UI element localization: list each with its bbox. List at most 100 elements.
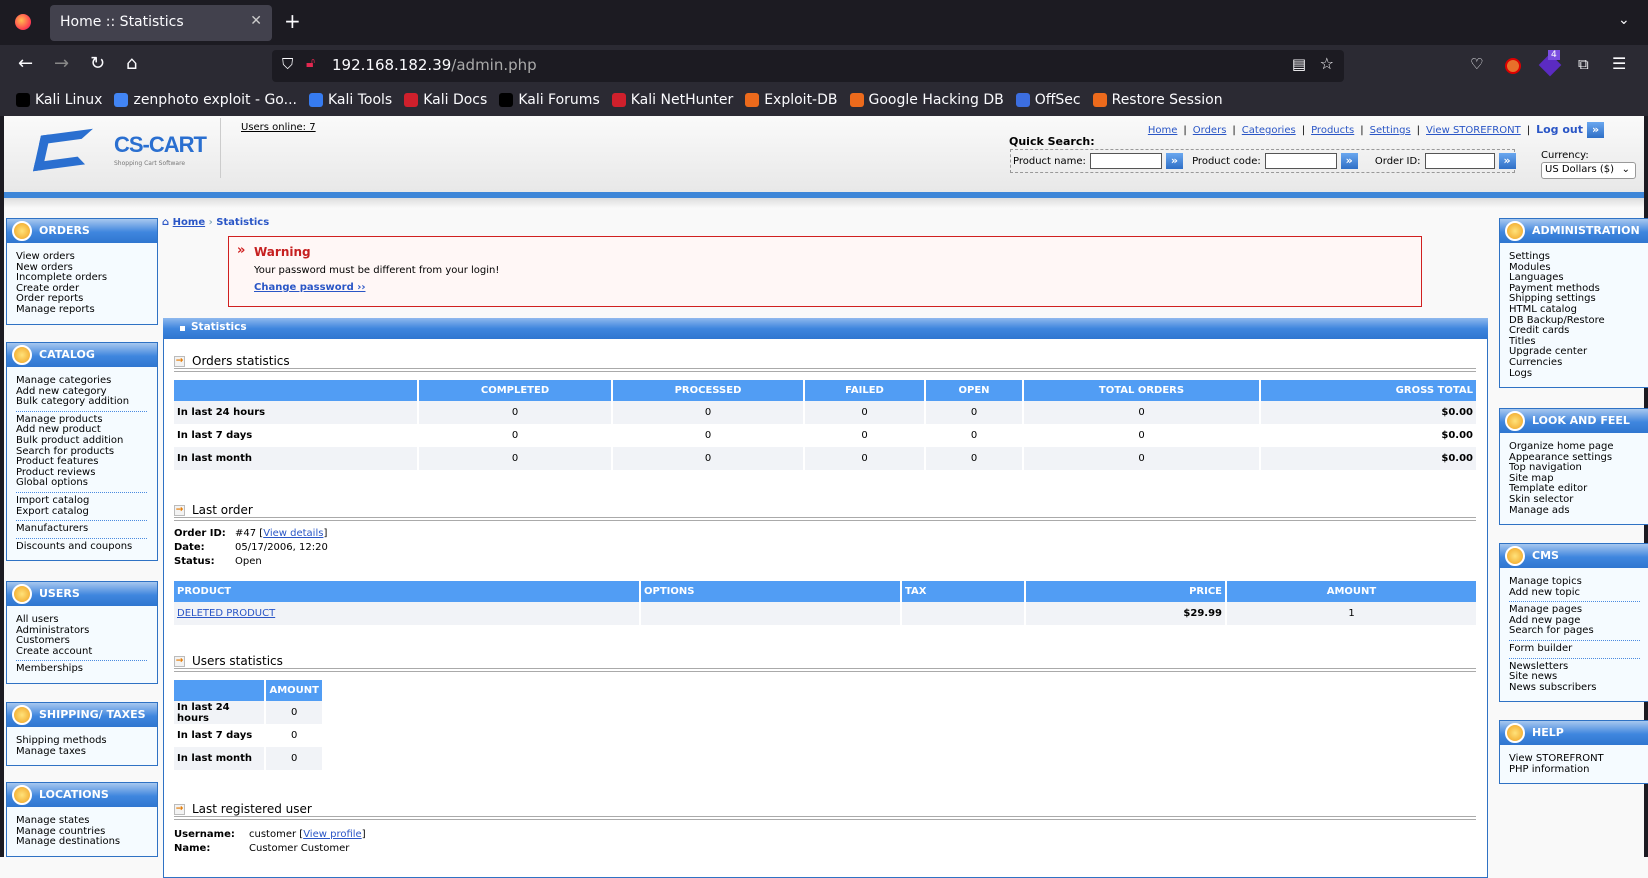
sidebar-item[interactable]: Add new category — [16, 385, 107, 397]
sidebar-item[interactable]: Manage destinations — [16, 836, 121, 848]
sidebar-item[interactable]: Appearance settings — [1509, 451, 1613, 463]
sidebar-item[interactable]: All users — [16, 614, 59, 625]
sidebar-item[interactable]: Memberships — [16, 663, 84, 675]
sidebar-item[interactable]: Titles — [1509, 335, 1536, 347]
sidebar-item[interactable]: Top navigation — [1509, 462, 1582, 474]
sidebar-item[interactable]: Skin selector — [1509, 493, 1574, 505]
top-link[interactable]: View STOREFRONT — [1426, 125, 1521, 136]
view-profile-link[interactable]: View profile — [303, 829, 362, 840]
logout-icon[interactable]: » — [1587, 122, 1604, 138]
sidebar-item[interactable]: Product reviews — [16, 466, 96, 478]
logout-link[interactable]: Log out — [1536, 123, 1583, 136]
sidebar-item[interactable]: Manage categories — [16, 375, 112, 386]
sidebar-item[interactable]: Logs — [1509, 367, 1533, 379]
sidebar-item[interactable]: Upgrade center — [1509, 346, 1588, 358]
product-code-go-button[interactable]: » — [1340, 153, 1358, 169]
sidebar-item[interactable]: Newsletters — [1509, 660, 1569, 672]
top-link[interactable]: Categories — [1241, 125, 1296, 136]
sidebar-item[interactable]: DB Backup/Restore — [1509, 314, 1605, 326]
sidebar-item[interactable]: Shipping methods — [16, 735, 107, 746]
sidebar-item[interactable]: Bulk product addition — [16, 434, 124, 446]
sidebar-item[interactable]: Administrators — [16, 624, 90, 636]
sidebar-item[interactable]: Manage taxes — [16, 745, 86, 757]
product-name-input[interactable] — [1089, 153, 1162, 169]
sidebar-item[interactable]: Export catalog — [16, 505, 89, 517]
sidebar-item[interactable]: Add new page — [1509, 614, 1581, 626]
change-password-link[interactable]: Change password ›› — [254, 282, 366, 293]
order-id-input[interactable] — [1424, 153, 1495, 169]
bookmark-star-icon[interactable]: ☆ — [1319, 54, 1334, 73]
close-tab-icon[interactable]: ✕ — [250, 13, 262, 29]
top-link[interactable]: Home — [1147, 125, 1178, 136]
sidebar-item[interactable]: Site map — [1509, 472, 1554, 484]
sidebar-item[interactable]: Manage countries — [16, 825, 106, 837]
bookmark-item[interactable]: Kali Docs — [404, 92, 487, 108]
bookmark-item[interactable]: Kali Forums — [499, 92, 600, 108]
sidebar-item[interactable]: Discounts and coupons — [16, 540, 133, 552]
sidebar-item[interactable]: Incomplete orders — [16, 272, 108, 284]
bookmark-item[interactable]: zenphoto exploit - Go... — [114, 92, 297, 108]
sidebar-item[interactable]: HTML catalog — [1509, 303, 1577, 315]
top-link[interactable]: Orders — [1192, 125, 1227, 136]
users-online-link[interactable]: Users online: 7 — [241, 122, 316, 133]
bookmark-item[interactable]: Restore Session — [1092, 92, 1223, 108]
sidebar-item[interactable]: Create account — [16, 645, 93, 657]
product-link[interactable]: DELETED PRODUCT — [177, 608, 276, 619]
sidebar-item[interactable]: Create order — [16, 282, 80, 294]
view-details-link[interactable]: View details — [263, 528, 324, 539]
extension-icon[interactable] — [1505, 58, 1521, 74]
sidebar-item[interactable]: Site news — [1509, 671, 1558, 683]
sidebar-item[interactable]: Customers — [16, 635, 70, 647]
top-link[interactable]: Settings — [1369, 125, 1411, 136]
bookmark-item[interactable]: Exploit-DB — [745, 92, 838, 108]
sidebar-item[interactable]: Manage reports — [16, 303, 95, 315]
browser-tab[interactable]: Home :: Statistics ✕ — [50, 5, 272, 41]
firefox-icon[interactable] — [15, 14, 31, 30]
sidebar-item[interactable]: Template editor — [1509, 483, 1588, 495]
sidebar-item[interactable]: Add new product — [16, 424, 101, 436]
sidebar-item[interactable]: New orders — [16, 261, 73, 273]
extensions-icon[interactable]: ⧉ — [1578, 55, 1589, 73]
menu-icon[interactable]: ☰ — [1612, 54, 1627, 73]
forward-icon[interactable]: → — [54, 53, 70, 74]
reader-view-icon[interactable]: ▤ — [1291, 55, 1306, 73]
breadcrumb-home[interactable]: Home — [172, 217, 206, 228]
sidebar-item[interactable]: Manufacturers — [16, 523, 89, 535]
bookmark-item[interactable]: OffSec — [1015, 92, 1081, 108]
product-code-input[interactable] — [1264, 153, 1337, 169]
shield-icon[interactable]: ⛉ — [282, 55, 294, 73]
sidebar-item[interactable]: Manage ads — [1509, 504, 1570, 516]
order-id-go-button[interactable]: » — [1498, 153, 1516, 169]
sidebar-item[interactable]: PHP information — [1509, 763, 1590, 775]
sidebar-item[interactable]: Search for products — [16, 445, 115, 457]
sidebar-item[interactable]: Bulk category addition — [16, 396, 130, 408]
bookmark-item[interactable]: Kali Linux — [16, 92, 102, 108]
sidebar-item[interactable]: Manage products — [16, 413, 103, 425]
sidebar-item[interactable]: Manage pages — [1509, 604, 1583, 616]
product-name-go-button[interactable]: » — [1165, 153, 1183, 169]
sidebar-item[interactable]: Manage topics — [1509, 576, 1582, 587]
list-tabs-chevron-icon[interactable]: ⌄ — [1618, 12, 1630, 28]
sidebar-item[interactable]: Order reports — [16, 293, 84, 305]
insecure-lock-icon[interactable]: 🔓︎ — [306, 55, 316, 71]
cs-cart-logo[interactable]: CS-CART Shopping Cart Software — [32, 128, 212, 178]
sidebar-item[interactable]: Payment methods — [1509, 282, 1600, 294]
sidebar-item[interactable]: View orders — [16, 251, 75, 262]
home-icon[interactable]: ⌂ — [126, 53, 138, 74]
sidebar-item[interactable]: Settings — [1509, 251, 1551, 262]
top-link[interactable]: Products — [1311, 125, 1355, 136]
currency-select[interactable]: US Dollars ($) ⌄ — [1541, 162, 1636, 179]
sidebar-item[interactable]: Product features — [16, 456, 99, 468]
sidebar-item[interactable]: Modules — [1509, 261, 1551, 273]
sidebar-item[interactable]: Add new topic — [1509, 586, 1581, 598]
sidebar-item[interactable]: Currencies — [1509, 356, 1563, 368]
sidebar-item[interactable]: Credit cards — [1509, 325, 1570, 337]
pocket-icon[interactable]: ♡ — [1470, 55, 1484, 73]
sidebar-item[interactable]: Form builder — [1509, 642, 1573, 654]
sidebar-item[interactable]: Shipping settings — [1509, 293, 1596, 305]
sidebar-item[interactable]: Manage states — [16, 815, 90, 826]
reload-icon[interactable]: ↻ — [90, 53, 106, 74]
bookmark-item[interactable]: Google Hacking DB — [849, 92, 1004, 108]
new-tab-button[interactable]: + — [284, 9, 301, 33]
bookmark-item[interactable]: Kali NetHunter — [611, 92, 733, 108]
